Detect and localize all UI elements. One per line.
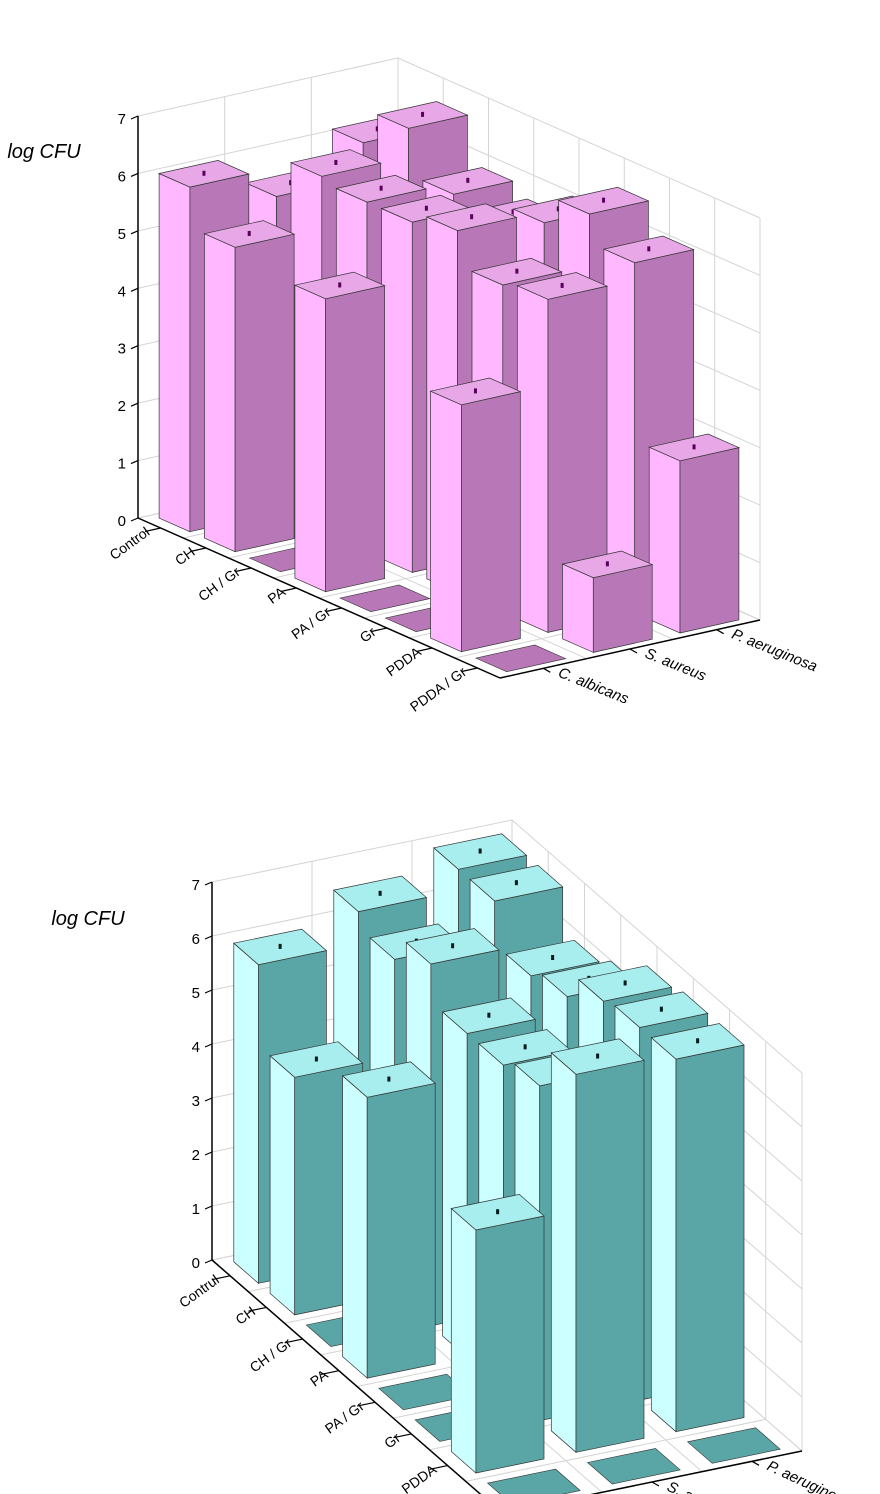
c1-category-label: Control	[106, 523, 152, 562]
c1-bar-paeruginosa-7	[648, 433, 741, 634]
c1-category-label: CH / Gr	[195, 563, 243, 604]
c2-y-tick-label: 1	[192, 1201, 200, 1218]
c1-y-tick-label: 2	[118, 398, 126, 415]
c1-bar-saureus-7	[561, 550, 654, 653]
c2-y-tick-label: 7	[192, 877, 200, 894]
c2-bars	[233, 833, 781, 1494]
c2-category-label: PDDA	[398, 1461, 439, 1494]
c1-y-axis-title: log CFU	[7, 141, 81, 163]
c1-category-label: PDDA / Gr	[407, 663, 470, 715]
c1-bar-calbicans-7	[474, 644, 567, 673]
c2-y-tick-label: 2	[192, 1147, 200, 1164]
c2-category-axis	[211, 1259, 482, 1494]
c2-bar-calbicans-7	[486, 1468, 581, 1494]
c2-category-label: CH / Gr	[247, 1334, 295, 1375]
c1-y-tick-label: 5	[118, 226, 126, 243]
c2-y-tick-label: 5	[192, 985, 200, 1002]
c1-category-label: CH	[172, 543, 198, 568]
c1-bars	[157, 101, 741, 673]
c2-series-label: P. aeruginosa	[764, 1458, 853, 1494]
c2-category-label: PA / Gr	[322, 1398, 367, 1437]
c1-category-label: Gr	[357, 623, 379, 645]
c2-bar-calbicans-6	[450, 1194, 545, 1474]
c1-category-label: PA / Gr	[288, 603, 333, 642]
c1-y-tick-label: 1	[118, 456, 126, 473]
c1-series-label: P. aeruginosa	[729, 626, 819, 676]
c2-bar-saureus-7	[586, 1448, 681, 1485]
c1-bar-calbicans-1	[203, 220, 296, 553]
c1-y-tick-label: 3	[118, 341, 126, 358]
c2-y-tick-label: 0	[192, 1255, 200, 1272]
c1-series-label: S. aureus	[643, 645, 709, 685]
c2-category-label: PA	[307, 1366, 331, 1390]
c2-bar-paeruginosa-6	[650, 1023, 745, 1433]
c2-series-label: S. aureus	[664, 1478, 730, 1494]
c2-category-label: Contrul	[176, 1271, 222, 1310]
c1-bar-calbicans-3	[293, 271, 386, 593]
c2-category-label: Gr	[381, 1429, 403, 1451]
c2-y-tick-label: 4	[192, 1039, 200, 1056]
c1-y-tick-label: 0	[118, 513, 126, 530]
chart-bottom: 0 1 2 3 4 5 6 7 Contrul CH CH / Gr PA PA / Gr Gr PDDA P…	[51, 819, 854, 1494]
c1-series-label: C. albicans	[556, 664, 632, 708]
c2-bar-paeruginosa-7	[686, 1427, 781, 1464]
c2-y-tick-label: 3	[192, 1093, 200, 1110]
c1-y-tick-label: 4	[118, 283, 126, 300]
c2-bar-saureus-6	[550, 1038, 645, 1454]
c2-bar-calbicans-3	[341, 1061, 436, 1379]
c1-category-axis	[137, 517, 501, 679]
c2-y-axis-title: log CFU	[51, 908, 125, 930]
c1-bar-calbicans-6	[429, 377, 522, 653]
c2-category-label: CH	[232, 1303, 258, 1328]
c1-bar-calbicans-4	[339, 584, 431, 613]
c2-y-tick-label: 6	[192, 931, 200, 948]
c1-y-tick-label: 6	[118, 168, 126, 185]
c1-y-tick-label: 7	[118, 111, 126, 128]
c1-category-label: PA	[264, 583, 288, 607]
c1-category-label: PDDA	[383, 643, 424, 679]
